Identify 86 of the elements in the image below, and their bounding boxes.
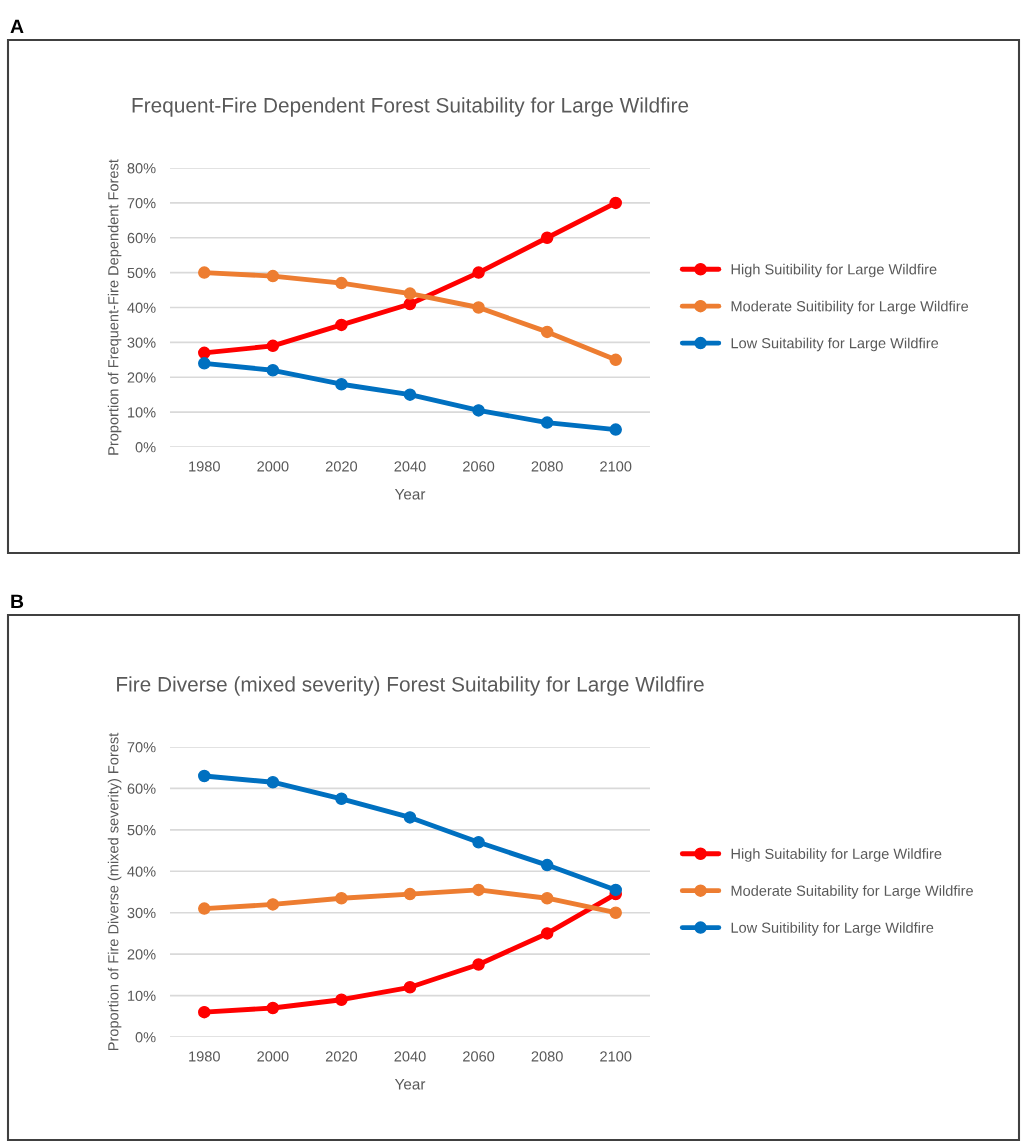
point <box>472 266 485 279</box>
x-tick-label: 2080 <box>531 1051 563 1062</box>
point <box>540 891 554 905</box>
point <box>540 231 554 245</box>
y-tick-label: 0% <box>135 442 156 453</box>
x-tick-label: 1980 <box>189 1051 220 1062</box>
text: B <box>11 594 24 609</box>
y-tick-label: 30% <box>127 337 156 348</box>
text: A <box>10 19 24 34</box>
legend-label: High Suitability for Large Wildfire <box>731 848 942 862</box>
y-tick-label: 20% <box>127 372 156 383</box>
y-tick-label: 40% <box>127 302 156 313</box>
point <box>335 891 348 905</box>
point <box>540 325 554 339</box>
x-tick-label: 2080 <box>531 461 563 472</box>
point <box>335 318 348 332</box>
point <box>266 775 280 789</box>
legend-label: Low Suitibility for Large Wildfire <box>731 922 934 936</box>
point <box>198 902 211 915</box>
y-tick-label: 50% <box>127 267 156 279</box>
y-axis-title: Proportion of Fire Diverse (mixed severity) Forest <box>107 732 122 1051</box>
point <box>266 1001 280 1015</box>
point <box>609 423 622 436</box>
point <box>609 196 622 210</box>
y-tick-label: 40% <box>127 866 156 877</box>
point <box>472 958 485 971</box>
y-tick-label: 10% <box>128 407 156 418</box>
y-axis-title: Proportion of Frequent-Fire Dependent Forest <box>107 159 122 455</box>
point <box>198 1005 211 1019</box>
point <box>609 353 622 367</box>
chart-title: Fire Diverse (mixed severity) Forest Suitability for Large Wildfire <box>117 676 704 696</box>
y-tick-label: 0% <box>135 1032 156 1043</box>
x-tick-label: 1980 <box>189 461 220 472</box>
point <box>266 898 280 911</box>
point <box>540 927 554 940</box>
point <box>540 858 554 872</box>
y-tick-label: 20% <box>127 949 156 960</box>
point <box>198 769 211 783</box>
x-axis-title: Year <box>394 1078 426 1090</box>
point <box>266 364 280 377</box>
point <box>335 792 348 806</box>
x-tick-label: 2000 <box>257 461 289 472</box>
point <box>472 883 485 897</box>
x-tick-label: 2100 <box>600 1051 632 1062</box>
legend-label: Moderate Suitibility for Large Wildfire <box>731 300 969 315</box>
point <box>609 883 622 897</box>
point <box>472 404 485 417</box>
y-tick-label: 70% <box>127 197 156 209</box>
point <box>198 266 211 279</box>
point <box>472 836 485 849</box>
point <box>266 339 280 353</box>
point <box>403 297 417 311</box>
x-tick-label: 2060 <box>463 1051 495 1062</box>
point <box>198 346 211 360</box>
x-tick-label: 2020 <box>325 1051 358 1062</box>
y-tick-label: 80% <box>127 163 156 174</box>
legend-label: Low Suitability for Large Wildfire <box>731 337 939 352</box>
point <box>335 276 348 290</box>
point <box>403 287 417 300</box>
x-tick-label: 2100 <box>600 461 632 472</box>
chart-title: Frequent-Fire Dependent Forest Suitability for Large Wildfire <box>132 97 689 117</box>
x-tick-label: 2040 <box>394 461 426 472</box>
y-tick-label: 60% <box>127 232 156 244</box>
y-tick-label: 50% <box>127 824 156 836</box>
y-tick-label: 70% <box>127 742 156 753</box>
point <box>472 301 485 314</box>
point <box>403 811 417 824</box>
x-tick-label: 2000 <box>257 1051 289 1062</box>
point <box>403 388 417 401</box>
point <box>266 269 280 283</box>
y-tick-label: 30% <box>127 907 156 919</box>
point <box>403 887 417 901</box>
y-tick-label: 10% <box>128 990 156 1001</box>
x-tick-label: 2020 <box>325 461 358 472</box>
point <box>198 357 211 370</box>
x-axis-title: Year <box>394 488 426 500</box>
x-tick-label: 2060 <box>463 461 495 472</box>
point <box>335 377 348 391</box>
point <box>609 906 622 919</box>
point <box>540 416 554 429</box>
x-tick-label: 2040 <box>394 1051 426 1062</box>
legend-label: High Suitibility for Large Wildfire <box>731 263 937 278</box>
y-tick-label: 60% <box>127 783 156 794</box>
point <box>403 981 417 994</box>
point <box>335 993 348 1006</box>
legend-label: Moderate Suitability for Large Wildfire <box>731 885 973 899</box>
